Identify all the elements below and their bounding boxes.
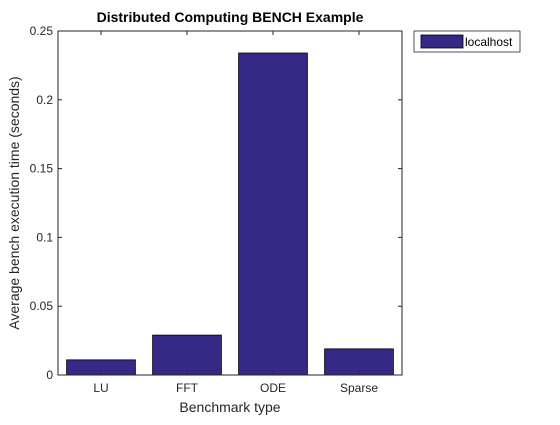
y-axis: 0 0.05 0.1 0.15 0.2 0.25 <box>30 24 402 382</box>
plot-frame <box>57 30 403 376</box>
bar-fft <box>152 334 222 376</box>
y-tick-label: 0.2 <box>36 93 53 107</box>
y-axis-label: Average bench execution time (seconds) <box>6 76 22 329</box>
legend: localhost <box>413 30 521 53</box>
x-tick-label-ode: ODE <box>260 381 286 395</box>
x-tick-label-lu: LU <box>93 381 108 395</box>
x-axis-label: Benchmark type <box>179 399 280 415</box>
bar-sparse <box>324 348 394 376</box>
bar-ode <box>238 52 308 376</box>
y-tick-label: 0.05 <box>30 299 54 313</box>
legend-swatch-localhost <box>420 34 464 49</box>
chart-title: Distributed Computing BENCH Example <box>97 9 364 25</box>
bars-group <box>66 52 394 376</box>
y-tick-label: 0.25 <box>30 24 54 38</box>
x-axis: LU FFT ODE Sparse <box>93 31 378 395</box>
legend-label-localhost: localhost <box>465 35 513 49</box>
x-tick-label-sparse: Sparse <box>340 381 378 395</box>
y-tick-label: 0.1 <box>36 230 53 244</box>
x-tick-label-fft: FFT <box>176 381 199 395</box>
y-tick-label: 0.15 <box>30 162 54 176</box>
plot-area <box>58 31 402 375</box>
y-tick-label: 0 <box>46 368 53 382</box>
